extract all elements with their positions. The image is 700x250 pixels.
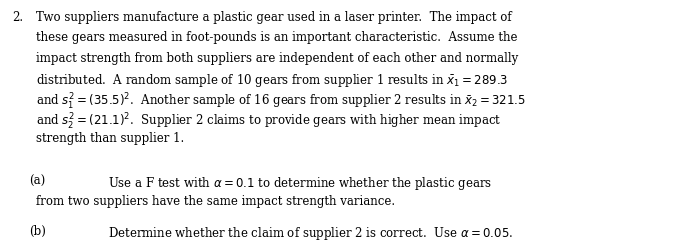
- Text: and $s_1^2 = (35.5)^2$.  Another sample of 16 gears from supplier 2 results in $: and $s_1^2 = (35.5)^2$. Another sample o…: [36, 92, 526, 112]
- Text: 2.: 2.: [13, 11, 24, 24]
- Text: strength than supplier 1.: strength than supplier 1.: [36, 132, 185, 144]
- Text: (b): (b): [29, 224, 46, 237]
- Text: Two suppliers manufacture a plastic gear used in a laser printer.  The impact of: Two suppliers manufacture a plastic gear…: [36, 11, 512, 24]
- Text: these gears measured in foot-pounds is an important characteristic.  Assume the: these gears measured in foot-pounds is a…: [36, 31, 518, 44]
- Text: distributed.  A random sample of 10 gears from supplier 1 results in $\bar{x}_1 : distributed. A random sample of 10 gears…: [36, 72, 509, 88]
- Text: Use a F test with $\alpha = 0.1$ to determine whether the plastic gears: Use a F test with $\alpha = 0.1$ to dete…: [108, 174, 493, 191]
- Text: and $s_2^2 = (21.1)^2$.  Supplier 2 claims to provide gears with higher mean imp: and $s_2^2 = (21.1)^2$. Supplier 2 claim…: [36, 112, 502, 132]
- Text: from two suppliers have the same impact strength variance.: from two suppliers have the same impact …: [36, 194, 395, 207]
- Text: (a): (a): [29, 174, 46, 187]
- Text: Determine whether the claim of supplier 2 is correct.  Use $\alpha = 0.05$.: Determine whether the claim of supplier …: [108, 224, 514, 241]
- Text: impact strength from both suppliers are independent of each other and normally: impact strength from both suppliers are …: [36, 51, 519, 64]
